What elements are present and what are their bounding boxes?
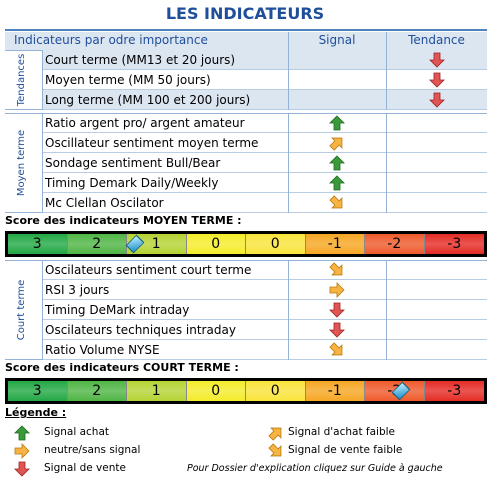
row-line xyxy=(42,152,487,153)
downright-arrow xyxy=(329,342,345,358)
col-line xyxy=(288,50,289,110)
row-label: Sondage sentiment Bull/Bear xyxy=(45,156,221,170)
score-label: Score des indicateurs MOYEN TERME : xyxy=(5,214,242,227)
row-line xyxy=(42,69,487,70)
col-line xyxy=(386,260,387,360)
row-label: Ratio Volume NYSE xyxy=(45,343,160,357)
down-arrow xyxy=(14,461,30,477)
row-line xyxy=(42,319,487,320)
downright-arrow xyxy=(329,262,345,278)
legend-note: Pour Dossier d'explication cliquez sur G… xyxy=(187,463,443,474)
score-cell: 0 xyxy=(186,381,246,401)
row-line xyxy=(42,279,487,280)
row-label: Oscilateurs sentiment court terme xyxy=(45,263,252,277)
col-line xyxy=(386,113,387,213)
row-label: Timing Demark Daily/Weekly xyxy=(45,176,219,190)
legend-item: Signal de vente xyxy=(44,462,126,474)
row-label: Oscilateurs techniques intraday xyxy=(45,323,236,337)
down-arrow xyxy=(429,72,444,88)
row-line xyxy=(42,339,487,340)
row-line xyxy=(42,299,487,300)
group-label: Moyen terme xyxy=(16,129,27,197)
legend-item: neutre/sans signal xyxy=(44,444,141,456)
score-cell: 3 xyxy=(8,381,68,401)
header-indicators: Indicateurs par odre importance xyxy=(14,33,208,47)
col-line xyxy=(288,113,289,213)
row-label: Timing DeMark intraday xyxy=(45,303,190,317)
row-label: Oscillateur sentiment moyen terme xyxy=(45,136,259,150)
right-arrow xyxy=(329,282,345,298)
col-line xyxy=(42,113,43,213)
title: LES INDICATEURS xyxy=(165,4,325,23)
col-line xyxy=(42,260,43,360)
score-label: Score des indicateurs COURT TERME : xyxy=(5,361,239,374)
downright-arrow xyxy=(329,195,345,211)
row-line xyxy=(42,192,487,193)
row-line xyxy=(42,212,487,213)
score-cell: -1 xyxy=(305,381,365,401)
row-line xyxy=(42,89,487,90)
row-label: Ratio argent pro/ argent amateur xyxy=(45,116,245,130)
upright-arrow xyxy=(268,425,284,441)
legend-item: Signal de vente faible xyxy=(288,444,403,456)
up-arrow xyxy=(329,175,345,191)
score-cell: 0 xyxy=(186,234,246,254)
legend-title: Légende : xyxy=(5,406,67,419)
up-arrow xyxy=(329,115,345,131)
down-arrow xyxy=(429,92,444,108)
row-label: Mc Clellan Oscilator xyxy=(45,196,164,210)
score-cell: -1 xyxy=(305,234,365,254)
score-cell: 2 xyxy=(67,234,127,254)
downright-arrow xyxy=(268,443,284,459)
down-arrow xyxy=(429,52,444,68)
group-label: Court terme xyxy=(16,279,27,341)
header-tendance: Tendance xyxy=(408,33,465,47)
score-cell: -2 xyxy=(365,234,425,254)
score-cell: 2 xyxy=(67,381,127,401)
legend-item: Signal d'achat faible xyxy=(288,426,395,438)
down-arrow xyxy=(329,322,345,338)
row-label: Court terme (MM13 et 20 jours) xyxy=(45,53,236,67)
title-rule xyxy=(5,29,487,31)
header-signal: Signal xyxy=(318,33,356,47)
row-line xyxy=(42,172,487,173)
up-arrow xyxy=(329,155,345,171)
row-line xyxy=(42,132,487,133)
row-bg xyxy=(42,50,487,70)
row-label: Moyen terme (MM 50 jours) xyxy=(45,73,211,87)
right-arrow xyxy=(14,443,30,459)
score-cell: 3 xyxy=(8,234,68,254)
group-label: Tendances xyxy=(16,53,27,107)
upright-arrow xyxy=(329,135,345,151)
legend-item: Signal achat xyxy=(44,426,110,438)
col-line xyxy=(386,50,387,110)
row-bg xyxy=(42,90,487,110)
score-bar xyxy=(5,378,487,404)
score-cell: 0 xyxy=(246,234,306,254)
score-cell: -3 xyxy=(424,234,484,254)
col-line xyxy=(288,32,289,50)
row-line xyxy=(42,109,487,110)
score-cell: -3 xyxy=(424,381,484,401)
col-line xyxy=(288,260,289,360)
row-label: Long terme (MM 100 et 200 jours) xyxy=(45,93,251,107)
row-label: RSI 3 jours xyxy=(45,283,110,297)
row-line xyxy=(42,359,487,360)
score-bar xyxy=(5,231,487,257)
down-arrow xyxy=(329,302,345,318)
col-line xyxy=(386,32,387,50)
header-bg xyxy=(5,32,487,50)
score-cell: 1 xyxy=(127,381,187,401)
up-arrow xyxy=(14,425,30,441)
col-line xyxy=(42,50,43,110)
score-cell: 0 xyxy=(246,381,306,401)
